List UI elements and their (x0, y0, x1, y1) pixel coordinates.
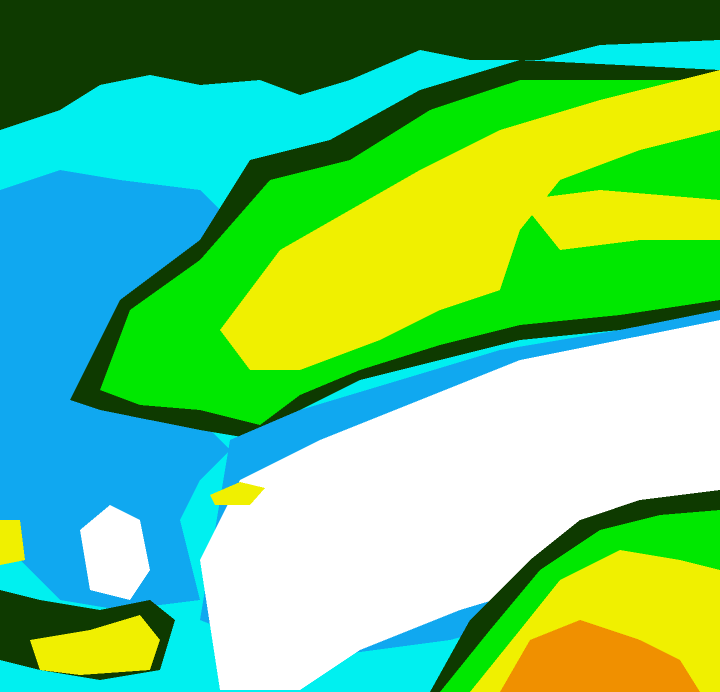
small-yellow-cell (210, 482, 265, 505)
yellow-streak-upper (520, 190, 720, 250)
left-edge-yellow-cell (0, 520, 25, 565)
top-dark-band (0, 0, 720, 130)
diagonal-yellow-band (220, 70, 720, 370)
lower-right-orange-cluster (500, 620, 700, 692)
left-white-patch (80, 505, 150, 600)
white-region (200, 320, 720, 690)
lower-left-yellow-blob (30, 615, 160, 675)
